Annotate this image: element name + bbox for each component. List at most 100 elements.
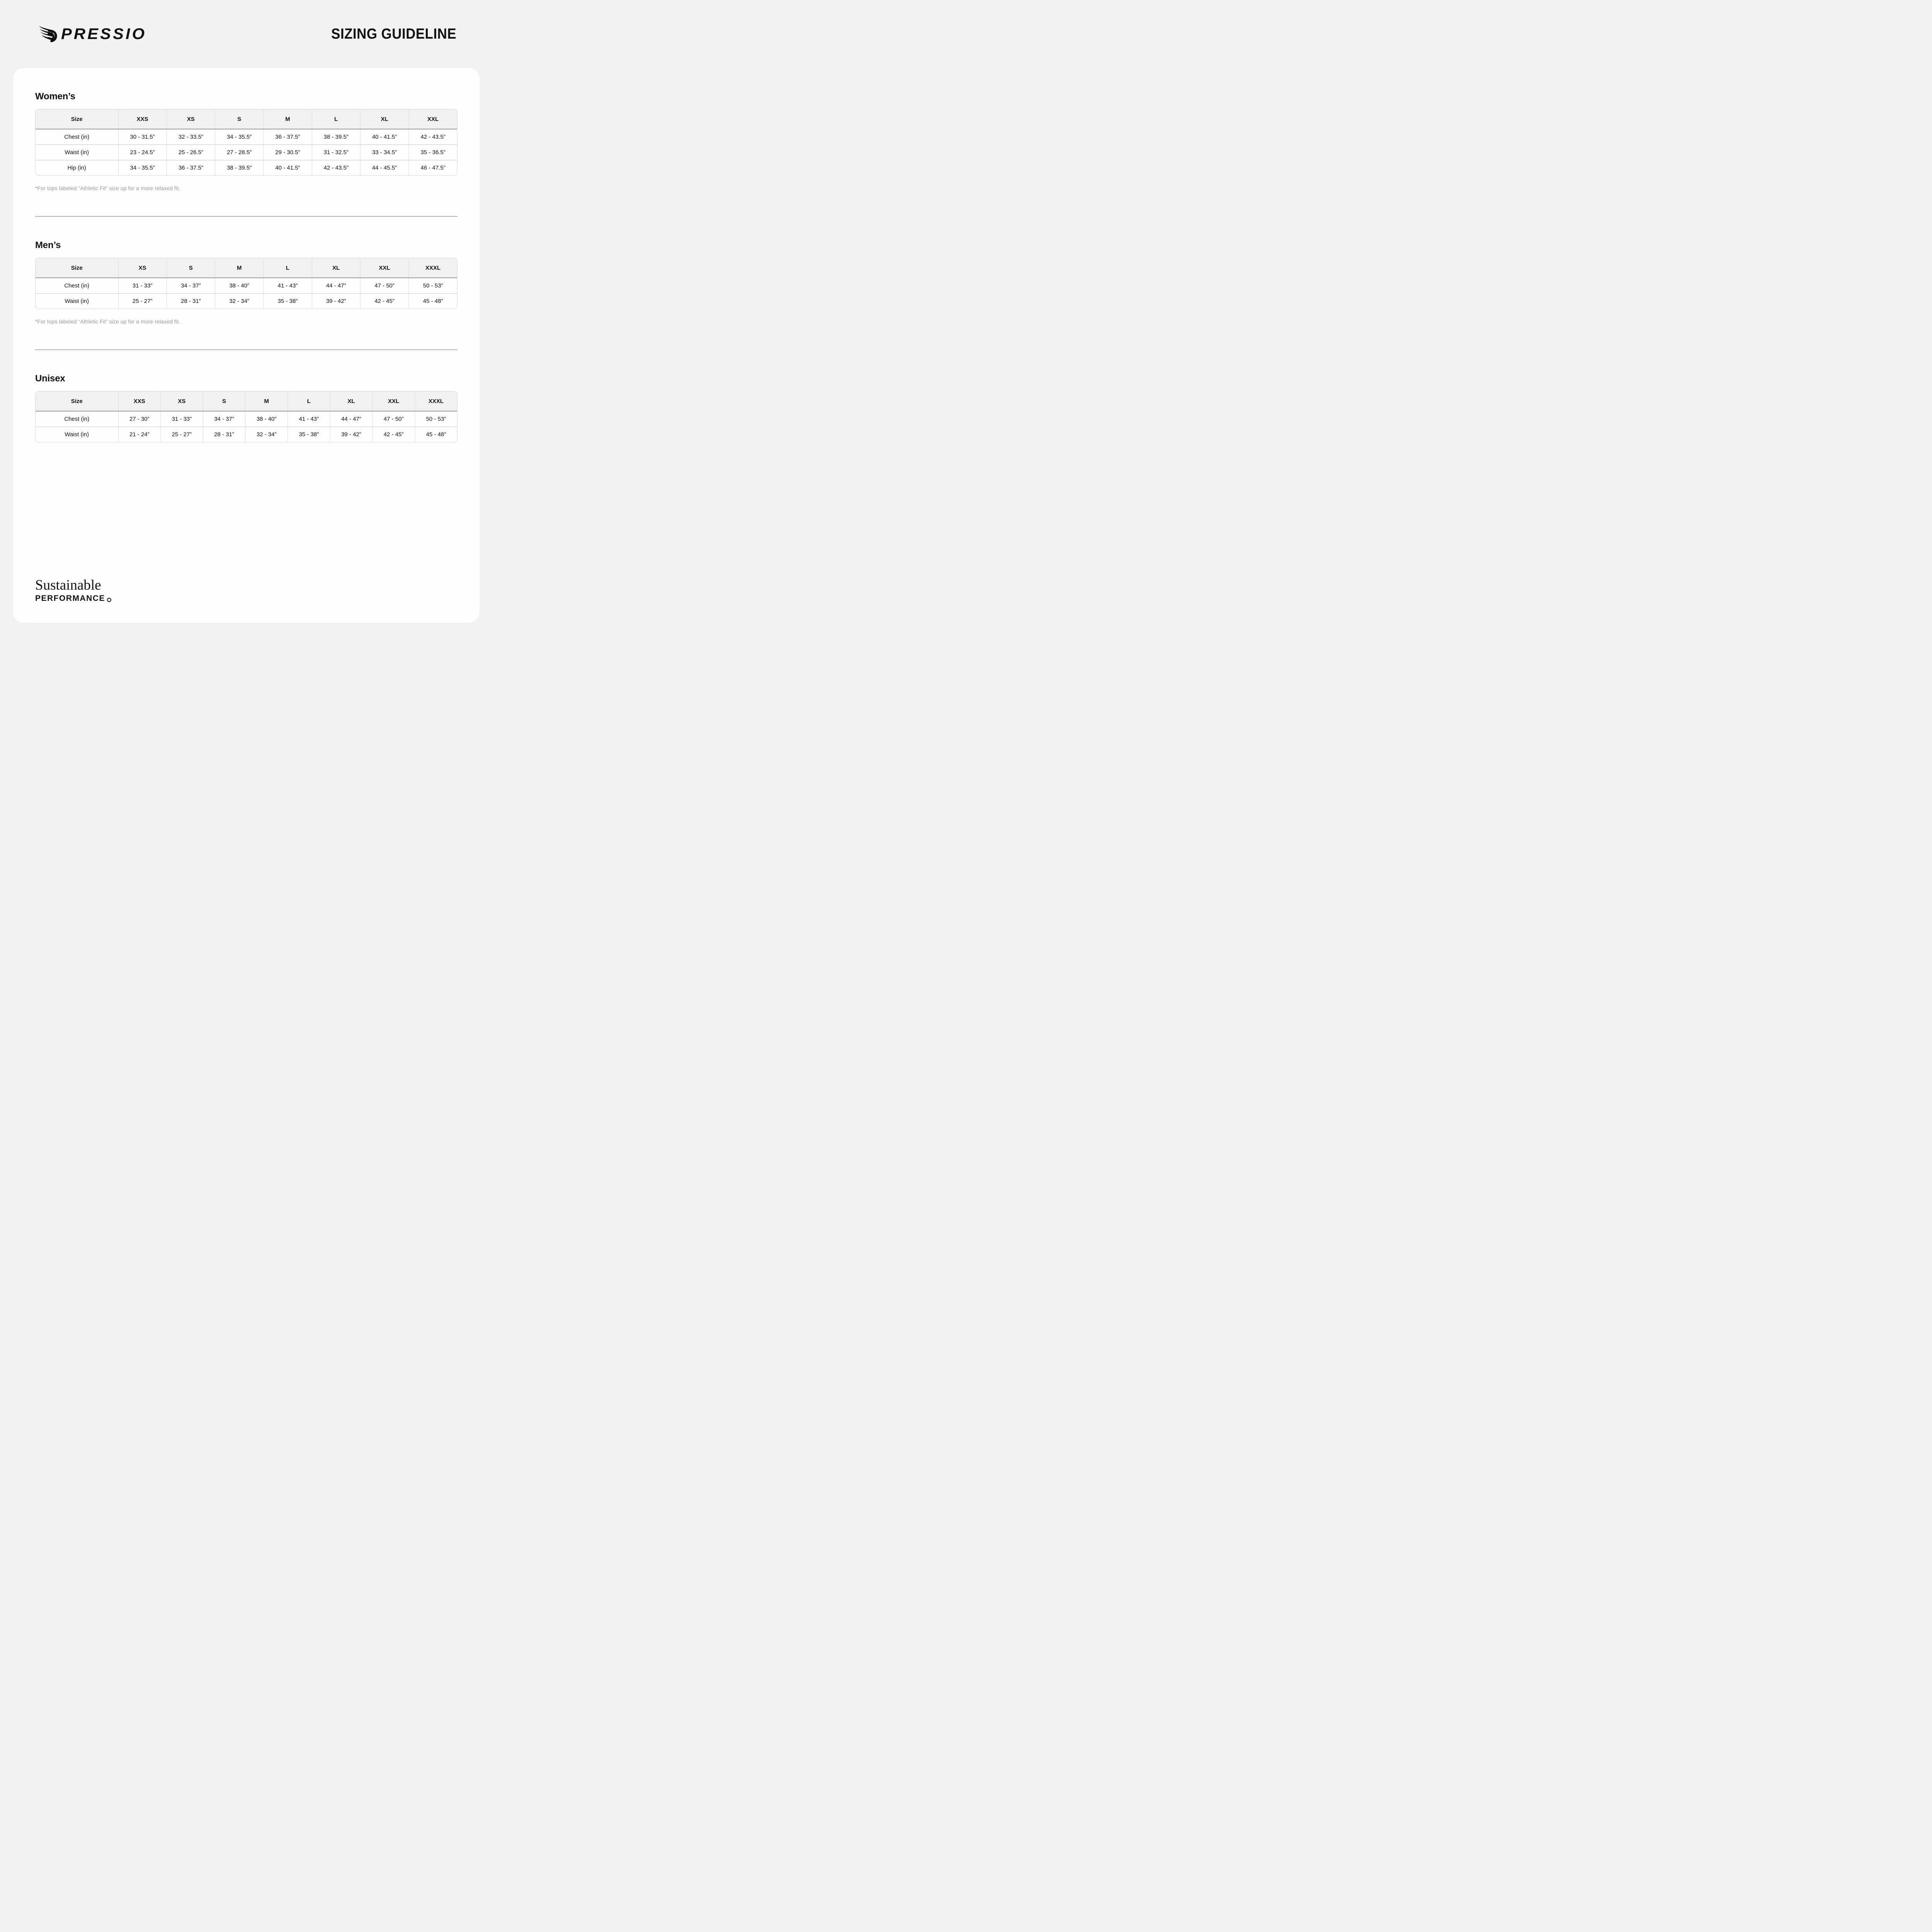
page-title: SIZING GUIDELINE	[331, 26, 456, 42]
table-row: Chest (in) 31 - 33” 34 - 37” 38 - 40” 41 - 4…	[36, 278, 457, 294]
section-heading: Unisex	[35, 373, 65, 384]
column-header-xs: XS	[166, 109, 215, 129]
pressio-logo: PRESSIO	[37, 26, 145, 43]
size-cell: 30 - 31.5”	[118, 129, 167, 145]
table-row: Chest (in) 30 - 31.5” 32 - 33.5” 34 - 35.5”…	[36, 129, 457, 145]
header-row: Size XXS XS S M L XL XXL	[36, 109, 457, 129]
size-cell: 39 - 42”	[311, 293, 361, 309]
size-cell: 40 - 41.5”	[263, 160, 312, 175]
size-cell: 21 - 24”	[118, 427, 161, 442]
column-header-s: S	[202, 391, 245, 412]
size-cell: 36 - 37.5”	[166, 160, 215, 175]
section-divider	[35, 216, 457, 217]
row-label: Waist (in)	[36, 145, 118, 160]
size-table: Size XXS XS S M L XL XXL Chest (in) 30 - 31.5” 32 …	[36, 109, 457, 175]
size-table: Size XXS XS S M L XL XXL XXXL Chest (in) 27 - 30” 3…	[36, 391, 457, 442]
section-unisex: Unisex Size XXS XS S M L XL XXL XXXL Chest (in) 27 …	[35, 373, 457, 442]
size-cell: 28 - 31”	[202, 427, 245, 442]
size-cell: 42 - 45”	[372, 427, 415, 442]
size-cell: 35 - 38”	[263, 293, 312, 309]
size-cell: 44 - 47”	[330, 411, 372, 427]
row-label: Waist (in)	[36, 293, 118, 309]
column-header-l: L	[263, 258, 312, 278]
size-cell: 41 - 43”	[287, 411, 330, 427]
size-cell: 23 - 24.5”	[118, 145, 167, 160]
content-card: Women’s Size XXS XS S M L XL XXL Chest (in) 30 - 3…	[13, 68, 480, 623]
size-column-header: Size	[36, 391, 118, 412]
column-header-l: L	[311, 109, 361, 129]
column-header-xs: XS	[118, 258, 167, 278]
column-header-m: M	[263, 109, 312, 129]
size-table-mens: Size XS S M L XL XXL XXXL Chest (in) 31 - 33” 34 -…	[35, 258, 457, 309]
size-cell: 34 - 37”	[166, 278, 215, 294]
size-cell: 45 - 48”	[414, 427, 457, 442]
size-cell: 32 - 34”	[245, 427, 288, 442]
size-cell: 32 - 34”	[215, 293, 264, 309]
size-cell: 32 - 33.5”	[166, 129, 215, 145]
size-table-unisex: Size XXS XS S M L XL XXL XXXL Chest (in) 27 - 30” 3…	[35, 391, 457, 442]
size-cell: 25 - 27”	[160, 427, 203, 442]
size-cell: 47 - 50”	[360, 278, 409, 294]
size-cell: 47 - 50”	[372, 411, 415, 427]
size-cell: 35 - 36.5”	[408, 145, 457, 160]
row-label: Chest (in)	[36, 278, 118, 294]
page: { "header": { "logo_text": "PRESSIO", "t…	[0, 0, 493, 638]
size-cell: 41 - 43”	[263, 278, 312, 294]
table-row: Waist (in) 23 - 24.5” 25 - 26.5” 27 - 28.5”…	[36, 145, 457, 160]
size-cell: 27 - 28.5”	[215, 145, 264, 160]
column-header-s: S	[215, 109, 264, 129]
column-header-m: M	[215, 258, 264, 278]
size-cell: 29 - 30.5”	[263, 145, 312, 160]
table-row: Chest (in) 27 - 30” 31 - 33” 34 - 37” 38 - 4…	[36, 411, 457, 427]
size-cell: 38 - 39.5”	[311, 129, 361, 145]
size-cell: 27 - 30”	[118, 411, 161, 427]
header-row: Size XS S M L XL XXL XXXL	[36, 258, 457, 278]
footer-performance-text: PERFORMANCE	[35, 594, 105, 603]
column-header-m: M	[245, 391, 288, 412]
brand-footer: Sustainable PERFORMANCE	[35, 578, 112, 603]
size-sections: Women’s Size XXS XS S M L XL XXL Chest (in) 30 - 3…	[35, 91, 457, 442]
footer-performance-row: PERFORMANCE	[35, 594, 112, 603]
column-header-l: L	[287, 391, 330, 412]
size-column-header: Size	[36, 258, 118, 278]
row-label: Waist (in)	[36, 427, 118, 442]
pressio-wing-icon	[39, 26, 57, 43]
table-row: Waist (in) 21 - 24” 25 - 27” 28 - 31” 32 - 3…	[36, 427, 457, 442]
size-cell: 42 - 43.5”	[311, 160, 361, 175]
size-cell: 28 - 31”	[166, 293, 215, 309]
size-cell: 42 - 45”	[360, 293, 409, 309]
size-cell: 36 - 37.5”	[263, 129, 312, 145]
size-column-header: Size	[36, 109, 118, 129]
column-header-xxl: XXL	[360, 258, 409, 278]
header-row: Size XXS XS S M L XL XXL XXXL	[36, 391, 457, 412]
section-footnote: *For tops labeled “Athletic Fit” size up…	[35, 185, 180, 191]
size-cell: 25 - 26.5”	[166, 145, 215, 160]
size-cell: 31 - 32.5”	[311, 145, 361, 160]
size-cell: 45 - 48”	[408, 293, 457, 309]
column-header-s: S	[166, 258, 215, 278]
size-cell: 50 - 53”	[408, 278, 457, 294]
size-cell: 44 - 47”	[311, 278, 361, 294]
section-divider	[35, 349, 457, 350]
row-label: Hip (in)	[36, 160, 118, 175]
table-row: Hip (in) 34 - 35.5” 36 - 37.5” 38 - 39.5” 40…	[36, 160, 457, 175]
size-cell: 31 - 33”	[160, 411, 203, 427]
size-cell: 40 - 41.5”	[360, 129, 409, 145]
size-cell: 39 - 42”	[330, 427, 372, 442]
size-cell: 31 - 33”	[118, 278, 167, 294]
column-header-xxxl: XXXL	[408, 258, 457, 278]
column-header-xxxl: XXXL	[414, 391, 457, 412]
column-header-xl: XL	[330, 391, 372, 412]
row-label: Chest (in)	[36, 411, 118, 427]
column-header-xxl: XXL	[372, 391, 415, 412]
table-row: Waist (in) 25 - 27” 28 - 31” 32 - 34” 35 - 3…	[36, 293, 457, 309]
size-cell: 42 - 43.5”	[408, 129, 457, 145]
section-mens: Men’s Size XS S M L XL XXL XXXL Chest (in) 31 - 33…	[35, 240, 457, 325]
size-cell: 34 - 35.5”	[215, 129, 264, 145]
column-header-xl: XL	[311, 258, 361, 278]
size-cell: 35 - 38”	[287, 427, 330, 442]
size-cell: 25 - 27”	[118, 293, 167, 309]
size-table-womens: Size XXS XS S M L XL XXL Chest (in) 30 - 31.5” 32 …	[35, 109, 457, 176]
size-cell: 34 - 37”	[202, 411, 245, 427]
section-heading: Men’s	[35, 240, 61, 250]
